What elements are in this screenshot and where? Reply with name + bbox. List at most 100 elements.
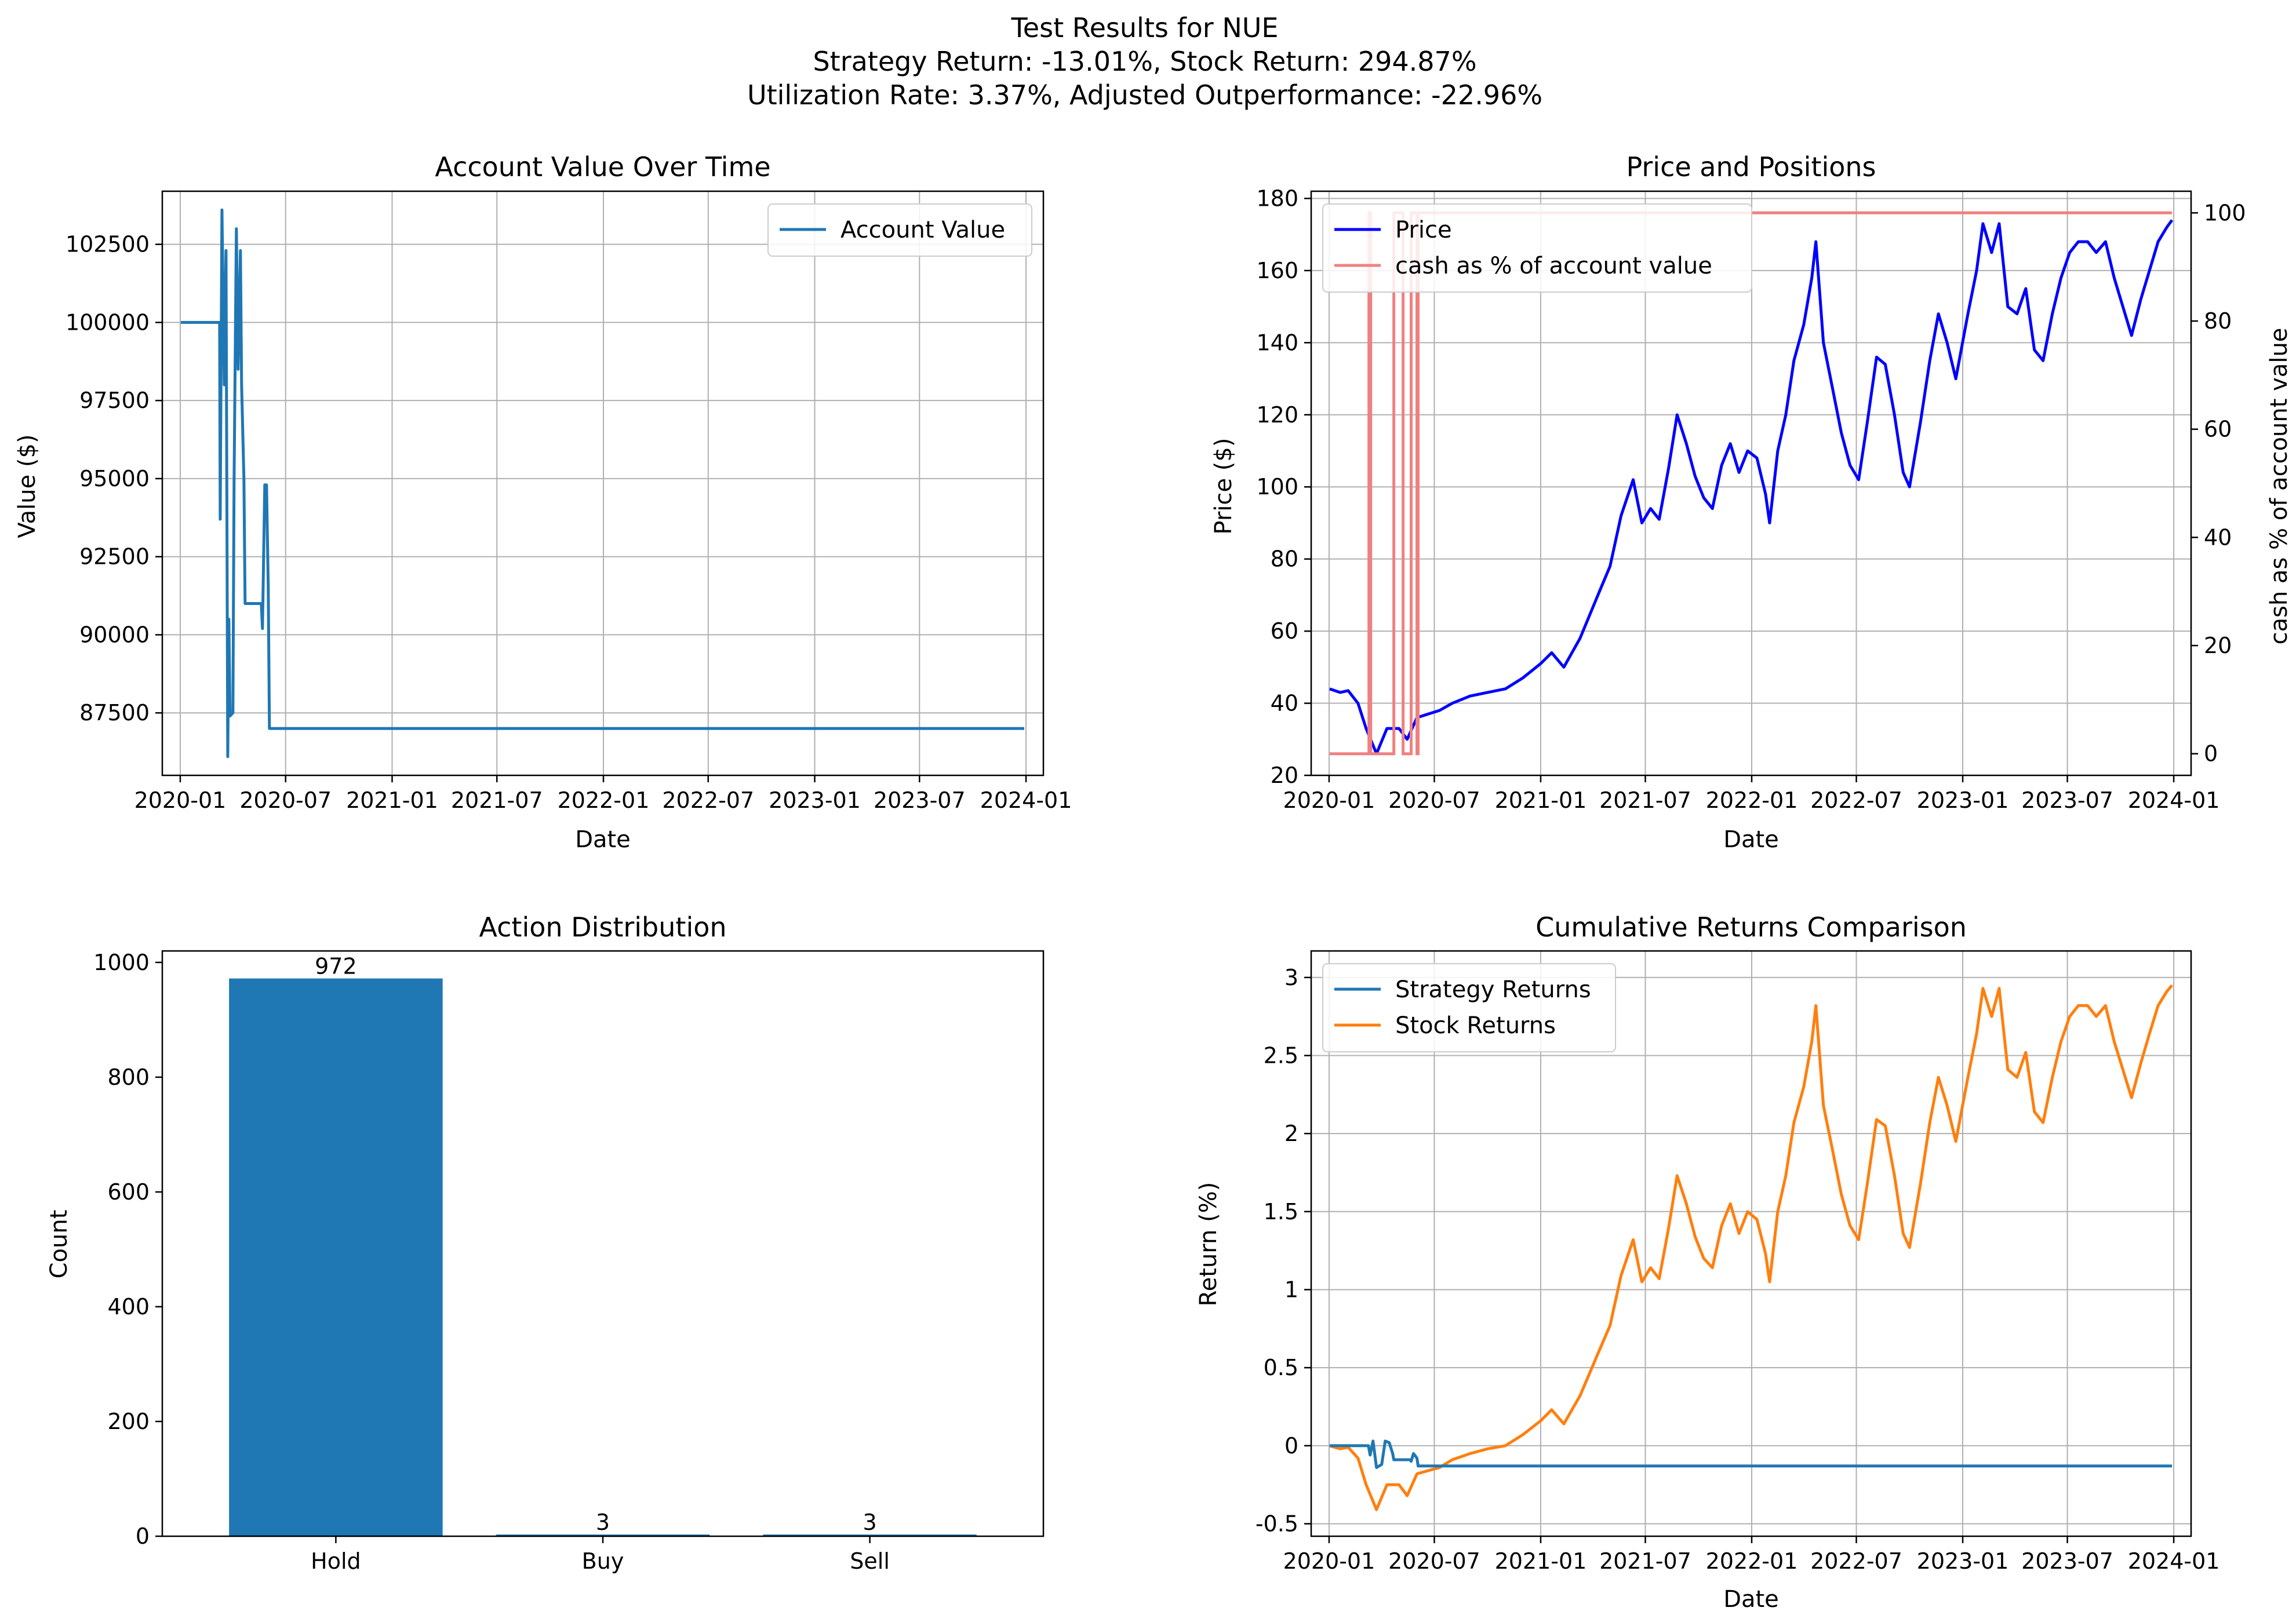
panel-title: Account Value Over Time xyxy=(435,151,770,183)
x-tick-label: 2020-07 xyxy=(1388,788,1480,813)
panel-title: Action Distribution xyxy=(479,912,726,943)
suptitle-line-1: Test Results for NUE xyxy=(1011,12,1279,43)
x-tick-label: Hold xyxy=(311,1548,361,1574)
bar-hold xyxy=(229,978,443,1536)
x-axis-label: Date xyxy=(1723,826,1779,853)
y-tick-label: 0 xyxy=(136,1523,150,1549)
y-tick-label: 400 xyxy=(107,1294,150,1320)
x-tick-label: 2021-01 xyxy=(346,788,438,813)
y-tick-label: 800 xyxy=(107,1065,150,1090)
suptitle-line-3: Utilization Rate: 3.37%, Adjusted Outper… xyxy=(747,79,1542,111)
x-tick-label: 2021-07 xyxy=(1599,788,1691,813)
legend-box xyxy=(1322,203,1752,293)
y-tick-label: 160 xyxy=(1256,258,1298,283)
y-axis-label: Count xyxy=(46,1210,72,1279)
panel-cumulative-returns: Cumulative Returns Comparison Date Retur… xyxy=(1195,912,2219,1613)
legend-item: cash as % of account value xyxy=(1334,253,1712,279)
panel-action-distribution: Action Distribution Count 0 200 400 600 800 1… xyxy=(46,912,1045,1574)
x-axis: 2020-01 2020-07 2021-01 2021-07 2022-01 2022-… xyxy=(134,191,1072,813)
legend-label: Stock Returns xyxy=(1395,1012,1556,1039)
suptitle-line-2: Strategy Return: -13.01%, Stock Return: … xyxy=(813,46,1476,77)
series-line-cash-as-of-account-value xyxy=(1329,211,2173,756)
y-tick-label: 95000 xyxy=(79,466,150,491)
y-tick-label: 0 xyxy=(2204,741,2218,767)
y-tick-label: 102500 xyxy=(66,232,150,257)
panel-account-value: Account Value Over Time Date Value ($) 2… xyxy=(14,151,1072,853)
data-label: 972 xyxy=(315,954,357,979)
x-tick-label: 2023-07 xyxy=(2021,788,2113,813)
x-tick-label: 2024-01 xyxy=(2128,1548,2220,1574)
x-tick-label: 2022-07 xyxy=(1810,1548,1902,1574)
y-tick-label: 600 xyxy=(107,1179,150,1205)
panel-title: Cumulative Returns Comparison xyxy=(1535,912,1967,943)
x-tick-label: 2023-01 xyxy=(1917,788,2009,813)
y-tick-label: 92500 xyxy=(79,544,150,570)
y-tick-label: 200 xyxy=(107,1409,150,1434)
x-axis-label: Date xyxy=(575,826,631,853)
panel-title: Price and Positions xyxy=(1626,151,1876,183)
y-axis: 20 40 60 80 100 120 140 160 180 xyxy=(1256,185,2191,788)
y-tick-label: -0.5 xyxy=(1256,1511,1298,1536)
x-tick-label: 2024-01 xyxy=(2128,788,2220,813)
legend-label: cash as % of account value xyxy=(1395,253,1712,279)
series-line-price xyxy=(1329,219,2174,756)
y-axis: 87500 90000 92500 95000 97500 100000 102500 xyxy=(66,232,1043,726)
y-tick-label: 60 xyxy=(2204,417,2232,442)
legend-box xyxy=(767,203,1032,257)
y-tick-label: 100 xyxy=(1256,474,1298,500)
series-line-strategy-returns xyxy=(1329,1439,2173,1469)
legend-label: Strategy Returns xyxy=(1395,976,1591,1003)
x-tick-label: 2021-07 xyxy=(1599,1548,1691,1574)
y-tick-label: 20 xyxy=(2204,633,2232,658)
x-tick-label: Sell xyxy=(850,1548,890,1574)
x-tick-label: 2020-07 xyxy=(239,788,332,813)
y-tick-label: 180 xyxy=(1256,185,1298,211)
y-axis-right: 0 20 40 60 80 100 xyxy=(2191,200,2246,767)
x-tick-label: Buy xyxy=(582,1548,624,1574)
bar-buy xyxy=(496,1534,710,1536)
x-tick-label: 2022-07 xyxy=(662,788,754,813)
x-tick-label: 2020-01 xyxy=(134,788,227,813)
y-axis-label: Value ($) xyxy=(14,434,41,538)
x-tick-label: 2021-01 xyxy=(1495,788,1587,813)
y-tick-label: 2.5 xyxy=(1264,1043,1298,1068)
y-tick-label: 0.5 xyxy=(1264,1355,1298,1380)
x-tick-label: 2020-01 xyxy=(1283,1548,1376,1574)
y-tick-label: 140 xyxy=(1256,330,1298,355)
y-tick-label: 60 xyxy=(1271,618,1298,644)
data-label: 3 xyxy=(596,1510,610,1535)
x-tick-label: 2022-07 xyxy=(1810,788,1902,813)
y-tick-label: 1.5 xyxy=(1264,1199,1298,1224)
x-axis-label: Date xyxy=(1723,1586,1779,1613)
x-tick-label: 2024-01 xyxy=(980,788,1072,813)
bar-sell xyxy=(763,1534,977,1536)
y-tick-label: 20 xyxy=(1271,763,1298,788)
y-tick-label: 2 xyxy=(1285,1121,1298,1146)
data-label: 3 xyxy=(863,1510,877,1535)
plot-frame xyxy=(161,950,1045,1537)
y-tick-label: 3 xyxy=(1285,965,1298,990)
legend-item: Account Value xyxy=(780,217,1005,243)
y-tick-label: 97500 xyxy=(79,388,150,413)
y-axis-label: Price ($) xyxy=(1210,438,1237,535)
legend-item: Price xyxy=(1334,217,1452,243)
panel-price-positions: Price and Positions Date Price ($) cash … xyxy=(1210,151,2293,853)
legend: Strategy Returns Stock Returns xyxy=(1322,963,1616,1052)
y-tick-label: 1000 xyxy=(93,950,150,975)
y-tick-label: 120 xyxy=(1256,402,1298,428)
y-tick-label: 0 xyxy=(1285,1433,1298,1459)
x-tick-label: 2021-07 xyxy=(451,788,543,813)
series-line-stock-returns xyxy=(1329,984,2174,1511)
plot-frame xyxy=(1310,190,2192,777)
legend: Account Value xyxy=(767,203,1032,257)
bars xyxy=(229,978,977,1536)
x-tick-label: 2022-01 xyxy=(558,788,650,813)
y-tick-label: 40 xyxy=(1271,691,1298,716)
legend-label: Price xyxy=(1395,217,1452,243)
x-tick-label: 2023-01 xyxy=(769,788,861,813)
y-tick-label: 87500 xyxy=(79,700,150,726)
y-tick-label: 80 xyxy=(1271,546,1298,572)
legend: Price cash as % of account value xyxy=(1322,203,1752,293)
x-tick-label: 2023-07 xyxy=(874,788,966,813)
figure-suptitle: Test Results for NUE Strategy Return: -1… xyxy=(747,12,1542,111)
